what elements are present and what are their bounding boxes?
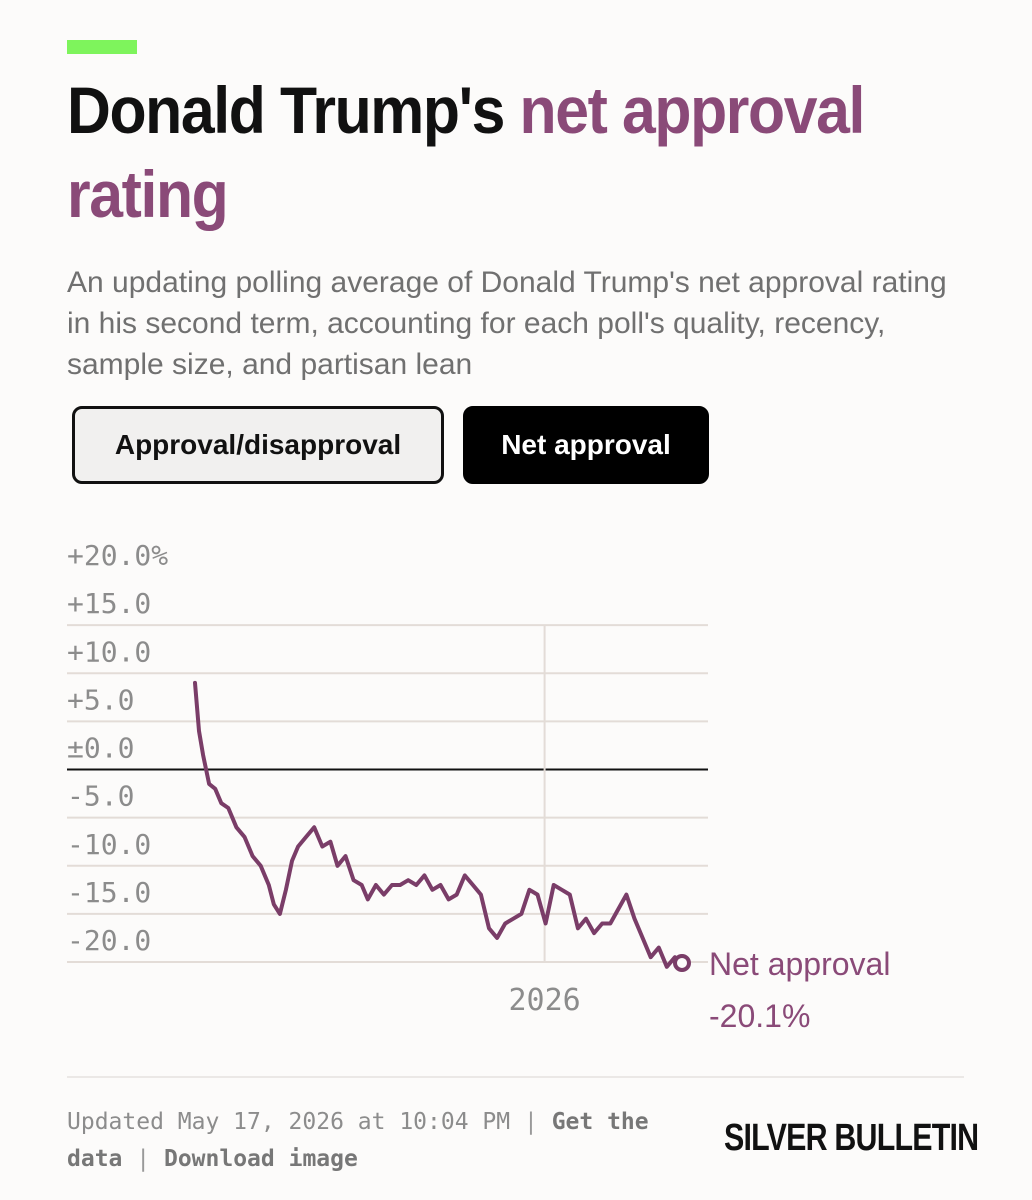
- y-tick-label: -10.0: [67, 828, 151, 861]
- y-tick-label: -20.0: [67, 924, 151, 957]
- y-tick-label: +10.0: [67, 635, 151, 668]
- y-tick-label: -5.0: [67, 780, 134, 813]
- y-tick-label: +15.0: [67, 587, 151, 620]
- y-tick-label: ±0.0: [67, 732, 134, 765]
- page-title: Donald Trump's net approval rating: [67, 68, 895, 236]
- net-approval-line: [193, 680, 684, 969]
- footer-separator: |: [523, 1109, 538, 1135]
- x-tick-labels: 2026: [508, 983, 580, 1018]
- footer-text: Updated May 17, 2026 at 10:04 PM | Get t…: [67, 1104, 707, 1178]
- get-data-link[interactable]: Get the data: [67, 1109, 649, 1172]
- x-tick-label: 2026: [508, 983, 580, 1018]
- approval-disapproval-toggle[interactable]: Approval/disapproval: [72, 406, 444, 484]
- end-label-series-name: Net approval: [709, 946, 890, 982]
- footer-separator: |: [136, 1146, 151, 1172]
- footer-divider: [67, 1076, 964, 1078]
- page-subtitle: An updating polling average of Donald Tr…: [67, 266, 947, 381]
- end-label-value: -20.1%: [709, 998, 810, 1034]
- accent-bar: [67, 40, 137, 54]
- title-highlight: net approval rating: [67, 73, 865, 231]
- updated-timestamp: Updated May 17, 2026 at 10:04 PM: [67, 1109, 511, 1135]
- y-tick-label: -15.0: [67, 876, 151, 909]
- y-tick-label: +5.0: [67, 683, 134, 716]
- end-point-marker: [673, 953, 691, 972]
- silver-bulletin-logo: SILVER BULLETIN: [724, 1117, 979, 1159]
- y-tick-label: +20.0%: [67, 539, 168, 572]
- title-plain: Donald Trump's: [67, 73, 520, 147]
- net-approval-toggle[interactable]: Net approval: [463, 406, 709, 484]
- y-tick-labels: +20.0% +15.0 +10.0 +5.0 ±0.0 -5.0 -10.0 -15.0 -2…: [67, 539, 168, 957]
- download-image-link[interactable]: Download image: [163, 1146, 358, 1172]
- grid-layer: [67, 624, 708, 963]
- net-approval-chart: +20.0% +15.0 +10.0 +5.0 ±0.0 -5.0 -10.0 -15.0 -2…: [67, 539, 890, 1034]
